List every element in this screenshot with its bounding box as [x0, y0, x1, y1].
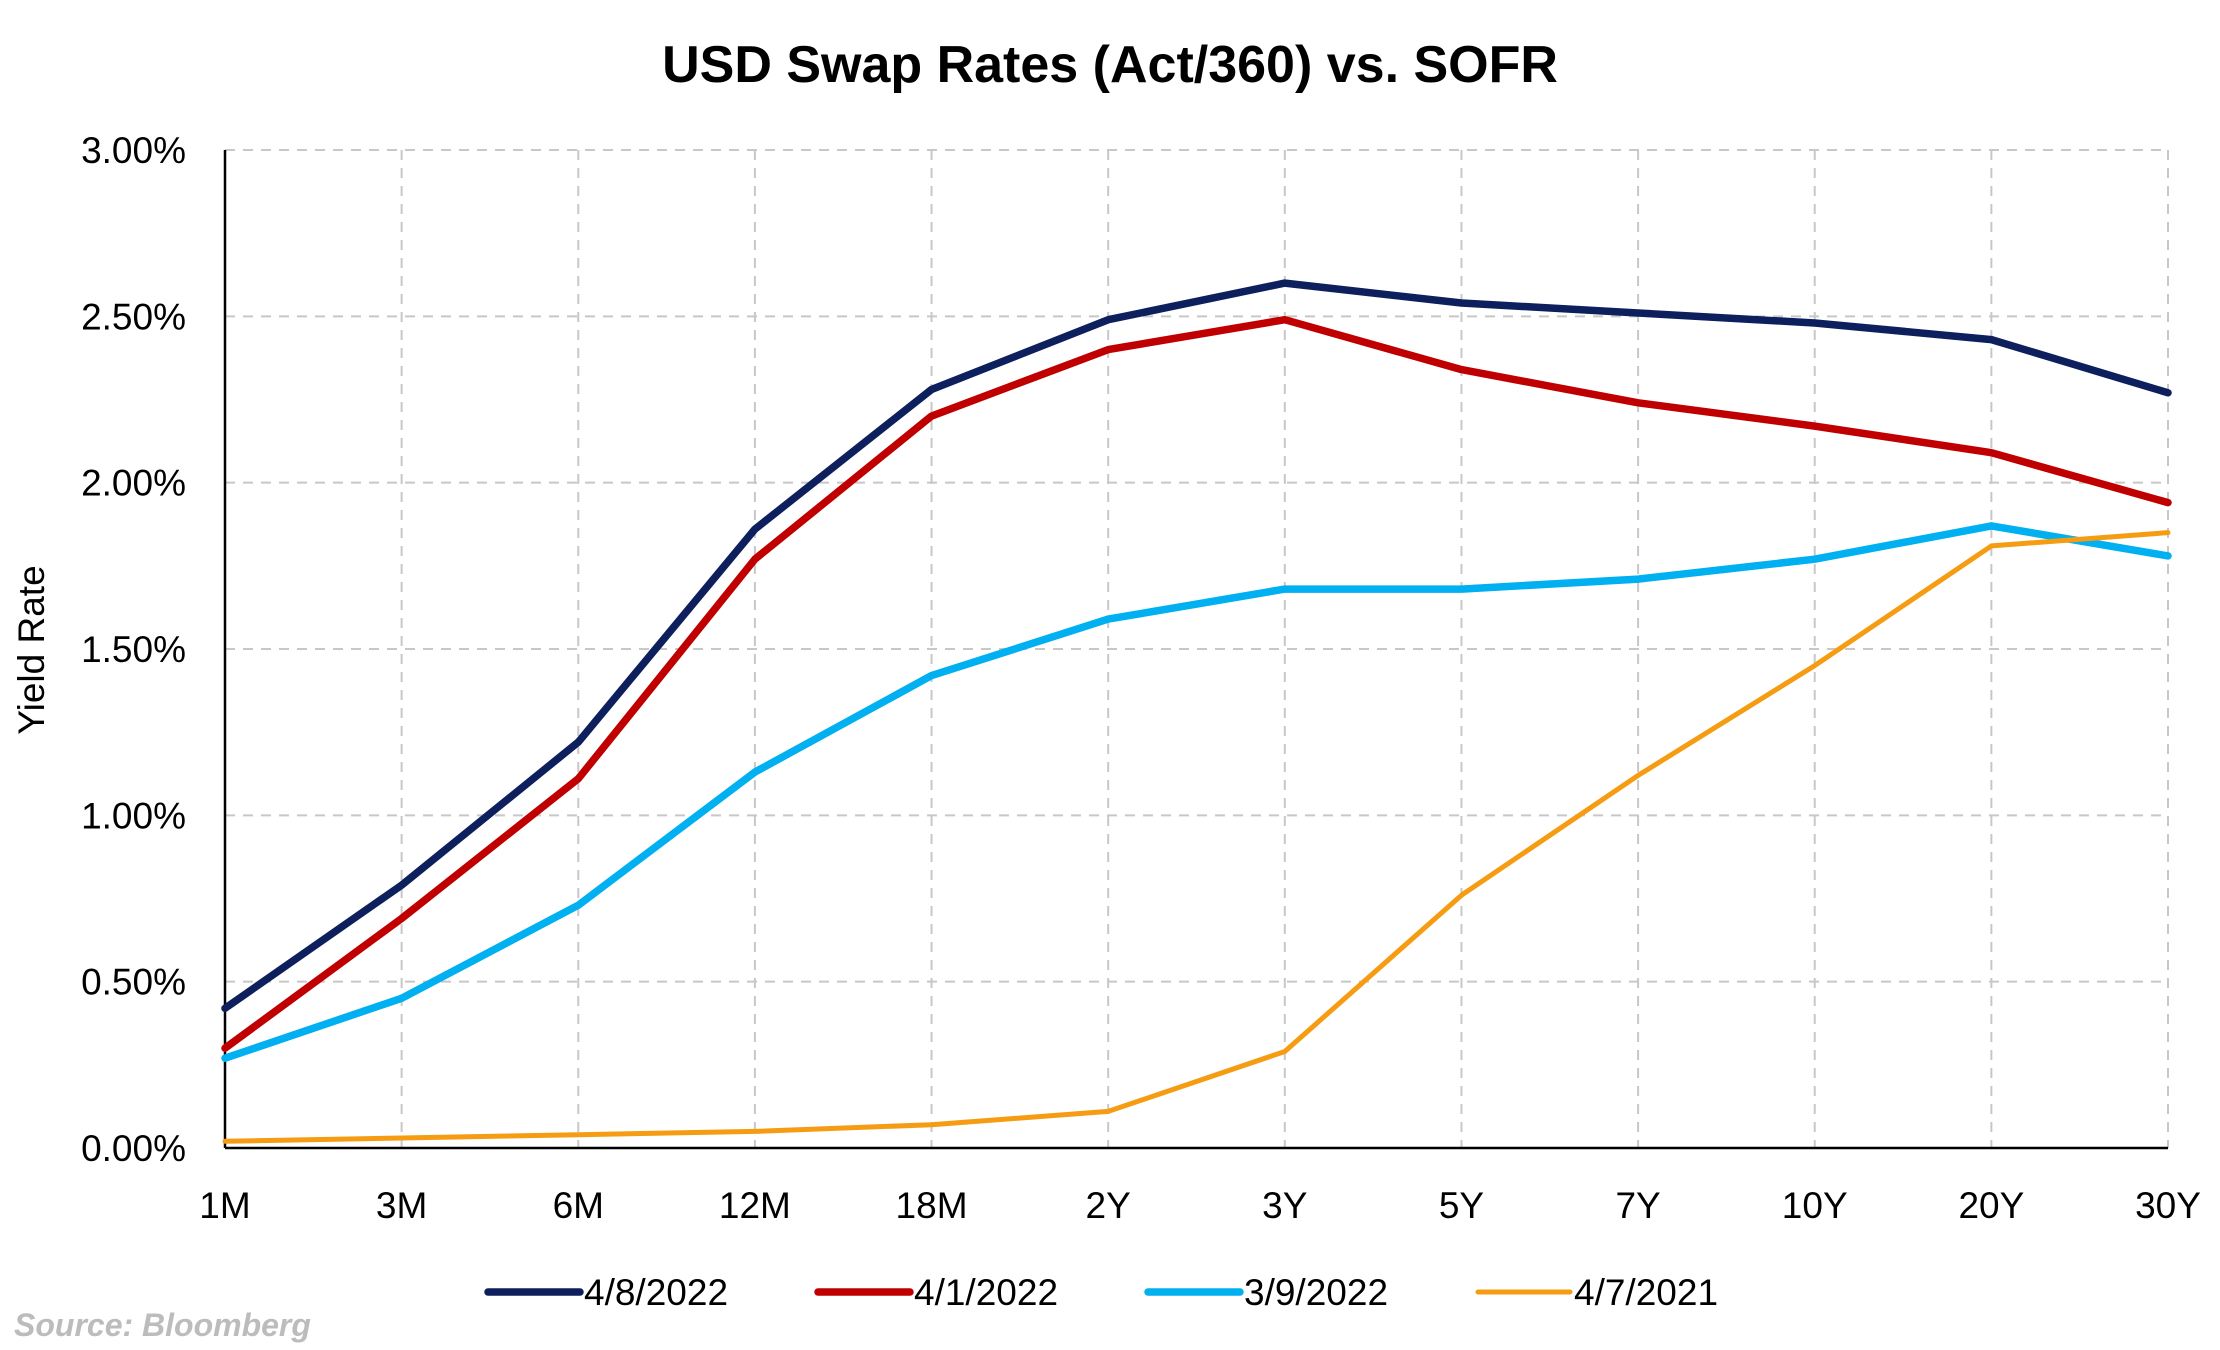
y-tick-label: 2.00%	[81, 463, 186, 504]
x-tick-label: 3Y	[1262, 1185, 1307, 1226]
x-tick-label: 5Y	[1439, 1185, 1484, 1226]
y-tick-label: 2.50%	[81, 296, 186, 337]
series-line-2	[221, 315, 2172, 1052]
axes	[223, 150, 2168, 1150]
x-tick-label: 1M	[199, 1185, 250, 1226]
x-tick-label: 18M	[896, 1185, 968, 1226]
x-tick-labels: 1M 3M 6M 12M 18M 2Y 3Y 5Y 7Y 10Y 20Y 30Y	[199, 1185, 2201, 1226]
legend: 4/8/2022 4/1/2022 3/9/2022 4/7/2021	[484, 1272, 1718, 1313]
series-line-1	[221, 279, 2172, 1013]
y-tick-label: 1.50%	[81, 629, 186, 670]
y-tick-labels: 0.00% 0.50% 1.00% 1.50% 2.00% 2.50% 3.00%	[81, 130, 186, 1169]
chart-title: USD Swap Rates (Act/360) vs. SOFR	[662, 36, 1558, 94]
y-tick-label: 0.00%	[81, 1128, 186, 1169]
source-note: Source: Bloomberg	[14, 1307, 311, 1343]
y-axis-label: Yield Rate	[11, 565, 52, 734]
x-tick-label: 10Y	[1782, 1185, 1848, 1226]
gridlines	[225, 149, 2169, 1148]
x-tick-label: 6M	[553, 1185, 604, 1226]
x-tick-label: 3M	[376, 1185, 427, 1226]
legend-label: 4/7/2021	[1574, 1272, 1718, 1313]
y-tick-label: 3.00%	[81, 130, 186, 171]
series-line-4	[222, 530, 2171, 1144]
series-lines	[221, 279, 2172, 1144]
legend-label: 4/1/2022	[914, 1272, 1058, 1313]
legend-label: 3/9/2022	[1244, 1272, 1388, 1313]
y-tick-label: 1.00%	[81, 795, 186, 836]
x-tick-label: 12M	[719, 1185, 791, 1226]
x-tick-label: 7Y	[1615, 1185, 1660, 1226]
x-tick-label: 30Y	[2135, 1185, 2201, 1226]
y-tick-label: 0.50%	[81, 962, 186, 1003]
series-line-3	[221, 522, 2172, 1062]
x-tick-label: 2Y	[1086, 1185, 1131, 1226]
legend-label: 4/8/2022	[584, 1272, 728, 1313]
x-tick-label: 20Y	[1958, 1185, 2024, 1226]
